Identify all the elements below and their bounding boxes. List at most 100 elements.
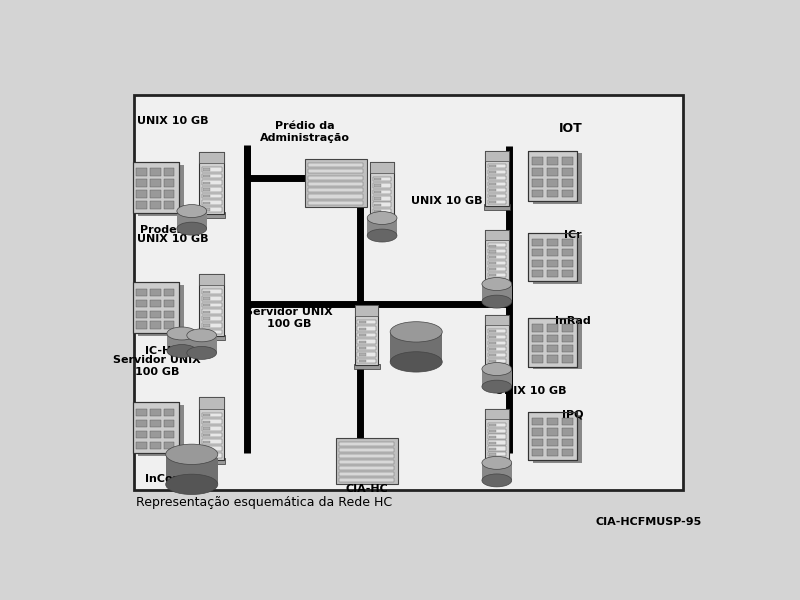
- Bar: [485, 316, 509, 325]
- Bar: [339, 442, 394, 446]
- Bar: [202, 310, 222, 314]
- Bar: [203, 182, 210, 184]
- Bar: [546, 439, 558, 446]
- Text: IC-HC: IC-HC: [145, 346, 179, 356]
- Bar: [374, 178, 381, 180]
- Bar: [202, 439, 222, 444]
- Bar: [484, 463, 510, 469]
- Bar: [487, 194, 506, 198]
- Bar: [164, 442, 174, 449]
- Bar: [562, 157, 573, 164]
- Bar: [546, 260, 558, 267]
- Bar: [202, 329, 222, 334]
- Bar: [482, 369, 512, 386]
- Bar: [487, 428, 506, 433]
- Bar: [199, 397, 224, 409]
- Bar: [487, 458, 506, 463]
- Bar: [489, 348, 496, 350]
- Bar: [369, 220, 395, 226]
- Bar: [202, 194, 222, 199]
- Bar: [150, 442, 161, 449]
- Bar: [489, 336, 496, 338]
- Bar: [373, 209, 391, 214]
- Bar: [202, 173, 222, 178]
- Bar: [358, 334, 366, 337]
- Bar: [133, 162, 179, 213]
- Bar: [546, 418, 558, 425]
- Bar: [546, 449, 558, 457]
- Bar: [374, 197, 381, 200]
- Bar: [199, 152, 224, 163]
- Bar: [133, 282, 179, 333]
- Bar: [562, 418, 573, 425]
- Bar: [484, 369, 510, 374]
- Bar: [187, 335, 217, 353]
- Bar: [562, 345, 573, 352]
- Bar: [354, 364, 380, 369]
- Bar: [164, 431, 174, 439]
- Ellipse shape: [367, 229, 397, 242]
- Bar: [489, 262, 496, 265]
- Bar: [203, 441, 210, 443]
- Bar: [137, 169, 146, 176]
- Bar: [485, 409, 509, 464]
- Text: Representação esquemática da Rede HC: Representação esquemática da Rede HC: [136, 496, 392, 509]
- Bar: [370, 162, 394, 222]
- Bar: [339, 460, 394, 464]
- Bar: [355, 305, 378, 365]
- Bar: [138, 405, 184, 456]
- Text: UNIX 10 GB: UNIX 10 GB: [411, 196, 482, 206]
- Bar: [485, 316, 509, 371]
- Bar: [562, 190, 573, 197]
- Bar: [137, 202, 146, 209]
- Bar: [489, 354, 496, 356]
- Text: InRad: InRad: [554, 316, 590, 326]
- Bar: [202, 316, 222, 321]
- Bar: [202, 433, 222, 437]
- Bar: [532, 449, 543, 457]
- Bar: [167, 334, 197, 351]
- Ellipse shape: [177, 222, 206, 235]
- Bar: [489, 460, 496, 461]
- Bar: [202, 426, 222, 431]
- Bar: [489, 424, 496, 426]
- Bar: [305, 158, 366, 207]
- Bar: [137, 289, 146, 296]
- Bar: [546, 179, 558, 187]
- Bar: [489, 201, 496, 203]
- Bar: [487, 279, 506, 283]
- Ellipse shape: [390, 322, 442, 342]
- Bar: [487, 335, 506, 339]
- Bar: [533, 415, 582, 463]
- Bar: [336, 438, 398, 484]
- Bar: [150, 311, 161, 318]
- Bar: [485, 151, 509, 206]
- Bar: [358, 320, 376, 325]
- Bar: [489, 183, 496, 185]
- Bar: [137, 190, 146, 198]
- Bar: [487, 188, 506, 192]
- Bar: [339, 454, 394, 458]
- Bar: [203, 175, 210, 178]
- Bar: [203, 208, 210, 211]
- Bar: [203, 454, 210, 457]
- Bar: [203, 427, 210, 430]
- Bar: [374, 204, 381, 206]
- Bar: [487, 170, 506, 174]
- Bar: [137, 299, 146, 307]
- Bar: [532, 439, 543, 446]
- Bar: [358, 347, 366, 349]
- Bar: [358, 359, 376, 363]
- Bar: [308, 188, 363, 192]
- Ellipse shape: [482, 295, 512, 308]
- Ellipse shape: [167, 344, 197, 358]
- Bar: [487, 182, 506, 186]
- Bar: [177, 211, 206, 229]
- Bar: [489, 342, 496, 344]
- Bar: [489, 268, 496, 271]
- Ellipse shape: [167, 327, 197, 340]
- Bar: [546, 249, 558, 256]
- Bar: [358, 321, 366, 323]
- Bar: [533, 154, 582, 204]
- Bar: [133, 162, 179, 213]
